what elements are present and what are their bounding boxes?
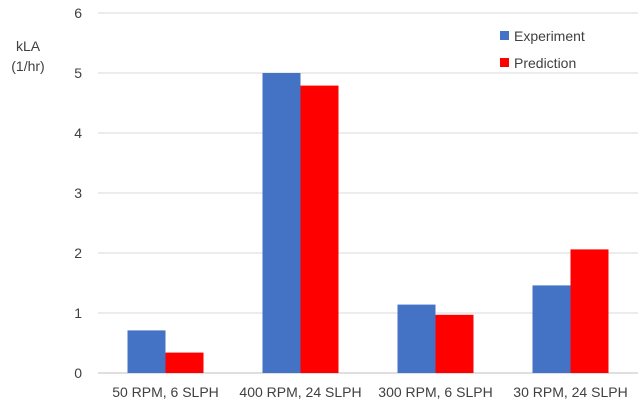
bar-prediction: [165, 352, 204, 373]
y-axis-label-line1: kLA: [15, 38, 41, 54]
legend-swatch-prediction: [500, 58, 509, 67]
x-tick-label: 50 RPM, 6 SLPH: [112, 384, 219, 400]
x-tick-label: 30 RPM, 24 SLPH: [513, 384, 627, 400]
legend-item-experiment: Experiment: [500, 22, 585, 49]
bar-prediction: [435, 314, 474, 373]
x-tick-label: 300 RPM, 6 SLPH: [378, 384, 492, 400]
legend: Experiment Prediction: [500, 22, 585, 76]
y-tick-label: 5: [74, 65, 82, 81]
legend-item-prediction: Prediction: [500, 49, 585, 76]
y-tick-label: 0: [74, 365, 82, 381]
bar-experiment: [262, 73, 301, 373]
bar-experiment: [397, 304, 436, 373]
bar-prediction: [300, 85, 339, 373]
y-axis-label: kLA (1/hr): [4, 36, 52, 76]
y-tick-label: 6: [74, 5, 82, 21]
y-tick-label: 4: [74, 125, 82, 141]
bar-experiment: [532, 285, 571, 373]
x-tick-label: 400 RPM, 24 SLPH: [239, 384, 361, 400]
y-tick-label: 2: [74, 245, 82, 261]
y-tick-label: 1: [74, 305, 82, 321]
legend-label-experiment: Experiment: [514, 27, 585, 44]
y-tick-label: 3: [74, 185, 82, 201]
bar-experiment: [127, 330, 166, 373]
bar-prediction: [570, 249, 609, 373]
legend-swatch-experiment: [500, 31, 509, 40]
y-axis-label-line2: (1/hr): [11, 58, 45, 74]
legend-label-prediction: Prediction: [514, 54, 577, 71]
